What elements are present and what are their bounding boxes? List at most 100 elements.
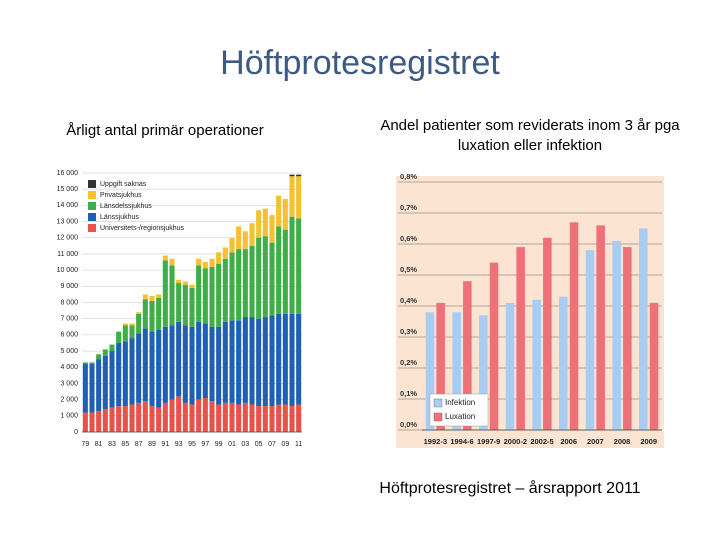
x-tick-label: 2008: [614, 437, 631, 446]
bar-segment: [162, 255, 168, 261]
legend-label: Luxation: [445, 412, 475, 421]
bar-segment: [96, 354, 102, 360]
bar-segment: [229, 402, 235, 432]
bar-segment: [202, 323, 208, 399]
bar-segment: [136, 313, 142, 334]
legend-label: Infektion: [445, 398, 475, 407]
bar: [585, 250, 595, 430]
slide-title: Höftprotesregistret: [220, 44, 500, 82]
y-tick-label: 10 000: [57, 267, 79, 274]
x-tick-label: 07: [268, 441, 276, 448]
y-tick-label: 0,1%: [400, 389, 417, 398]
bar-segment: [262, 236, 268, 318]
legend-swatch: [88, 191, 96, 199]
y-tick-label: 16 000: [57, 170, 79, 177]
bar-segment: [142, 299, 148, 329]
y-tick-label: 4 000: [60, 364, 78, 371]
legend-label: Länssjukhus: [100, 214, 139, 221]
legend-swatch: [88, 202, 96, 210]
bar-segment: [156, 297, 162, 331]
legend-label: Privatsjukhus: [100, 192, 142, 199]
bar: [649, 302, 659, 430]
bar: [452, 312, 461, 430]
bar-segment: [282, 229, 288, 314]
chart-title: Årligt antal primär operationer: [66, 122, 264, 139]
bar-segment: [236, 226, 242, 250]
bar-segment: [129, 325, 135, 339]
bar-segment: [249, 245, 255, 318]
bar-segment: [282, 198, 288, 230]
x-tick-label: 1997-9: [477, 437, 500, 446]
bar-segment: [109, 344, 115, 352]
bar-segment: [262, 208, 268, 237]
bar-segment: [249, 317, 255, 405]
x-tick-label: 01: [228, 441, 236, 448]
bar-segment: [269, 215, 275, 243]
x-tick-label: 03: [241, 441, 249, 448]
bar-segment: [156, 294, 162, 298]
bar-segment: [262, 406, 268, 432]
bar-segment: [116, 342, 122, 407]
bar: [569, 222, 579, 430]
bar-segment: [269, 406, 275, 432]
bar-segment: [189, 404, 195, 432]
bar-segment: [296, 313, 302, 405]
bar-segment: [242, 402, 248, 432]
bar-segment: [269, 315, 275, 407]
bar-segment: [189, 287, 195, 327]
bar-segment: [222, 402, 228, 432]
legend-label: Uppgift saknas: [100, 181, 147, 188]
x-tick-label: 93: [175, 441, 183, 448]
y-tick-label: 3 000: [60, 380, 78, 387]
x-tick-label: 2002-5: [530, 437, 553, 446]
bar-segment: [289, 406, 295, 432]
x-tick-label: 99: [215, 441, 223, 448]
bar-segment: [196, 321, 202, 400]
y-tick-label: 0,4%: [400, 296, 417, 305]
legend-swatch: [88, 224, 96, 232]
bar-segment: [276, 404, 282, 432]
bar-segment: [182, 281, 188, 285]
bar-segment: [89, 364, 95, 413]
bar-segment: [122, 406, 128, 432]
bar-segment: [229, 237, 235, 253]
x-tick-label: 95: [188, 441, 196, 448]
bar-segment: [296, 174, 302, 177]
bar-segment: [256, 318, 262, 407]
x-tick-label: 1992-3: [424, 437, 447, 446]
bar-segment: [142, 328, 148, 402]
bar-segment: [122, 341, 128, 407]
bar: [425, 312, 435, 430]
bar-segment: [169, 258, 175, 266]
bar-segment: [296, 176, 302, 219]
y-tick-label: 0,6%: [400, 234, 417, 243]
bar-segment: [162, 326, 168, 403]
x-tick-label: 2007: [587, 437, 604, 446]
bar: [623, 247, 632, 430]
bar-segment: [249, 223, 255, 246]
caption: Höftprotesregistret – årsrapport 2011: [379, 480, 641, 497]
bar-segment: [129, 404, 135, 432]
y-tick-label: 0,5%: [400, 265, 417, 274]
bar-segment: [189, 326, 195, 405]
bar: [543, 237, 552, 430]
bar-segment: [216, 404, 222, 432]
bar-segment: [296, 218, 302, 314]
x-tick-label: 2006: [560, 437, 577, 446]
y-tick-label: 14 000: [57, 202, 79, 209]
bar-segment: [209, 401, 215, 432]
chart-title: Andel patienter som reviderats inom 3 år…: [380, 117, 680, 154]
legend-label: Universitets-/regionsjukhus: [100, 225, 185, 232]
bar-segment: [102, 355, 108, 410]
bar-segment: [236, 404, 242, 432]
bar-segment: [149, 406, 155, 432]
bar: [612, 240, 621, 430]
bar-segment: [149, 300, 155, 332]
bar-segment: [136, 402, 142, 432]
bar-segment: [269, 242, 275, 316]
bar-segment: [116, 331, 122, 343]
y-tick-label: 13 000: [57, 218, 79, 225]
y-tick-label: 15 000: [57, 186, 79, 193]
y-tick-label: 6 000: [60, 332, 78, 339]
bar-segment: [282, 313, 288, 405]
